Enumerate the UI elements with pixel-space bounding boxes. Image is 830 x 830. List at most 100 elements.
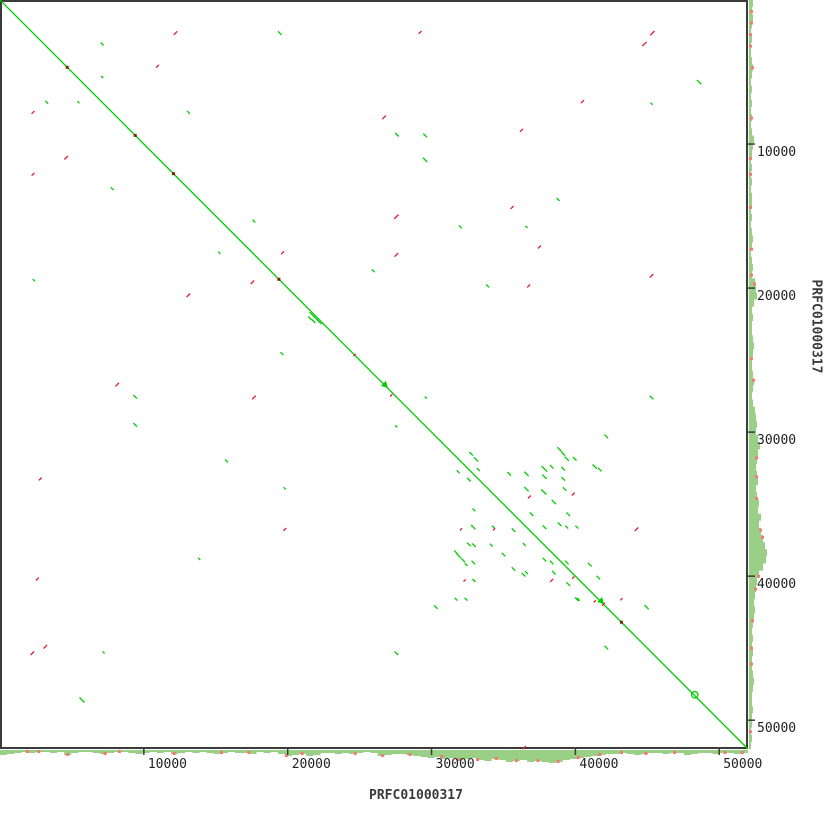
bottom-red-mark xyxy=(408,753,412,756)
match-segment xyxy=(549,578,554,583)
bottom-red-mark xyxy=(381,754,385,757)
match-segment xyxy=(580,99,585,104)
match-segment xyxy=(32,278,36,282)
match-segment xyxy=(394,424,398,428)
match-segment xyxy=(280,351,284,356)
match-segment xyxy=(456,553,462,559)
match-segment xyxy=(565,511,571,517)
diagonal-dots xyxy=(65,65,623,624)
match-segment xyxy=(173,30,178,36)
match-segment xyxy=(31,110,35,115)
bottom-coverage-histogram xyxy=(0,750,748,763)
match-segment xyxy=(186,110,191,115)
match-segment xyxy=(604,645,609,650)
match-segment xyxy=(471,542,477,548)
match-segment xyxy=(422,133,428,138)
match-segment xyxy=(542,557,547,562)
match-segment xyxy=(155,64,160,69)
right-red-mark xyxy=(750,357,753,361)
match-segment xyxy=(76,100,80,104)
x-tick-label: 30000 xyxy=(436,757,475,772)
coverage-histograms xyxy=(0,0,767,763)
match-segment xyxy=(476,467,481,472)
match-segment xyxy=(523,471,530,477)
match-segment xyxy=(572,456,577,462)
plot-frame xyxy=(0,0,748,749)
match-segment xyxy=(597,467,603,472)
match-segment xyxy=(471,560,476,565)
match-segment xyxy=(556,197,561,202)
match-segment xyxy=(422,157,428,163)
match-segment xyxy=(526,284,531,288)
bottom-red-mark xyxy=(247,751,251,754)
match-segment xyxy=(280,250,285,255)
match-segment xyxy=(574,525,579,530)
match-segment xyxy=(485,284,490,288)
match-segment xyxy=(560,451,566,456)
match-segment xyxy=(523,486,530,492)
match-segment xyxy=(521,572,526,577)
match-segment xyxy=(464,562,468,567)
match-segment xyxy=(394,650,399,656)
bottom-red-mark xyxy=(644,752,648,755)
x-tick-label: 40000 xyxy=(579,757,618,772)
match-segment xyxy=(424,396,428,400)
match-segment xyxy=(282,527,287,532)
match-segment xyxy=(506,471,512,477)
match-segment xyxy=(35,577,40,581)
match-segment xyxy=(519,128,524,133)
match-segment xyxy=(463,578,467,583)
match-segment xyxy=(102,650,106,655)
y-tick-label: 50000 xyxy=(757,721,796,736)
match-segment xyxy=(541,474,548,480)
bottom-red-mark xyxy=(353,752,357,755)
y-tick-label: 10000 xyxy=(757,145,796,160)
match-segment xyxy=(643,604,650,610)
match-segment xyxy=(571,492,576,496)
match-segment xyxy=(540,488,547,495)
match-segment xyxy=(542,524,547,530)
match-segment xyxy=(574,596,580,602)
right-red-mark xyxy=(759,528,762,532)
match-segment xyxy=(511,527,516,533)
match-segment xyxy=(132,394,138,400)
match-segment xyxy=(466,477,472,482)
bottom-red-mark xyxy=(172,752,176,755)
match-segment xyxy=(433,604,439,610)
match-segment xyxy=(100,75,104,79)
match-segment xyxy=(311,318,316,324)
match-segment xyxy=(549,560,554,565)
bottom-red-mark xyxy=(103,752,107,755)
axis-ticks: 10000 10000 20000 20000 30000 30000 40000 40000… xyxy=(143,143,796,772)
match-segment xyxy=(564,456,570,462)
match-segment xyxy=(649,395,654,400)
diagonal-dot xyxy=(133,133,137,137)
match-segment xyxy=(560,466,566,472)
match-segment xyxy=(641,41,648,47)
right-red-mark xyxy=(757,574,760,578)
match-segment xyxy=(114,382,120,387)
match-segment xyxy=(564,525,569,530)
match-segment xyxy=(38,477,43,481)
match-segment xyxy=(458,224,463,229)
match-segment xyxy=(454,597,458,602)
bottom-red-mark xyxy=(740,751,744,754)
match-segment xyxy=(592,464,598,470)
circle-marker xyxy=(690,690,699,699)
bottom-red-mark xyxy=(619,751,623,754)
match-segment xyxy=(466,542,472,547)
match-segment xyxy=(541,465,548,473)
bottom-red-mark xyxy=(37,750,41,753)
match-segment xyxy=(418,30,422,35)
match-segment xyxy=(31,172,35,177)
bottom-red-mark xyxy=(440,755,444,758)
match-segment xyxy=(529,511,534,517)
y-tick-label: 20000 xyxy=(757,289,796,304)
right-red-mark xyxy=(750,646,753,650)
match-segment xyxy=(649,273,654,279)
match-segment xyxy=(394,252,399,258)
match-segment xyxy=(459,527,463,531)
match-segment xyxy=(556,446,563,453)
